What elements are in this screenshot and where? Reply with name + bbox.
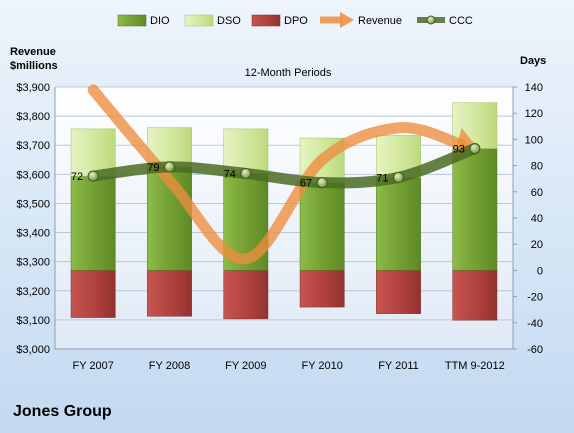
legend-swatch-dso — [184, 14, 214, 27]
ccc-data-label: 79 — [147, 162, 159, 174]
right-tick-label: 20 — [531, 239, 543, 251]
x-tick-label: FY 2011 — [378, 360, 419, 372]
bar-dio — [70, 175, 116, 271]
x-tick-label: FY 2009 — [225, 360, 266, 372]
ccc-data-label: 74 — [224, 168, 236, 180]
right-tick-label: 60 — [531, 187, 543, 199]
right-tick-label: -60 — [527, 344, 543, 356]
ccc-marker — [316, 177, 328, 189]
left-tick-label: $3,400 — [16, 228, 50, 240]
x-axis-ticks: FY 2007 FY 2008 FY 2009 FY 2010 FY 2011 TTM 9… — [72, 360, 504, 372]
left-tick-label: $3,900 — [16, 82, 50, 94]
bar-dso — [70, 128, 116, 177]
legend: DIO DSO DPO Revenue CCC — [117, 12, 473, 28]
right-tick-label: -40 — [527, 318, 543, 330]
left-tick-label: $3,600 — [16, 169, 50, 181]
legend-swatch-dio — [117, 14, 147, 27]
legend-label-dso: DSO — [217, 15, 241, 27]
bar-dio — [299, 182, 345, 271]
x-tick-label: FY 2010 — [301, 360, 342, 372]
bar-dio — [452, 148, 498, 271]
bars — [70, 102, 498, 321]
left-tick-label: $3,700 — [16, 140, 50, 152]
ccc-data-labels: 72 79 74 67 71 93 — [71, 144, 465, 190]
right-tick-label: 80 — [531, 161, 543, 173]
bar-dpo — [376, 270, 421, 314]
left-tick-label: $3,800 — [16, 111, 50, 123]
left-tick-label: $3,100 — [16, 315, 50, 327]
x-tick-label: TTM 9-2012 — [445, 360, 505, 372]
ccc-marker — [164, 161, 175, 173]
gridlines — [55, 86, 513, 350]
right-axis-title: Days — [520, 55, 546, 67]
bar-dso — [223, 128, 269, 174]
right-tick-label: 100 — [525, 134, 543, 146]
right-tick-label: -20 — [527, 292, 543, 304]
chart-title: 12-Month Periods — [245, 67, 332, 79]
legend-arrowhead-revenue — [340, 12, 354, 28]
legend-swatch-dpo — [251, 14, 281, 27]
left-tick-label: $3,300 — [16, 257, 50, 269]
legend-marker-ccc — [426, 15, 436, 25]
bar-dpo — [452, 270, 498, 321]
ccc-line — [87, 143, 481, 189]
ccc-data-label: 71 — [376, 172, 388, 184]
left-axis-title-line2: $millions — [10, 60, 58, 72]
x-tick-label: FY 2007 — [72, 360, 113, 372]
ccc-marker — [87, 170, 99, 182]
right-axis-ticks: -60 -40 -20 0 20 40 60 80 100 120 140 — [513, 82, 543, 356]
bar-dpo — [223, 270, 269, 320]
right-tick-label: 0 — [537, 265, 543, 277]
bar-dpo — [299, 270, 345, 308]
ccc-data-label: 72 — [71, 171, 83, 183]
right-tick-label: 120 — [525, 108, 543, 120]
left-tick-label: $3,500 — [16, 198, 50, 210]
left-axis-ticks: $3,000 $3,100 $3,200 $3,300 $3,400 $3,500 $3,6… — [16, 82, 50, 356]
ccc-marker — [240, 167, 252, 179]
lines — [87, 84, 481, 265]
ccc-data-label: 93 — [453, 144, 465, 156]
right-tick-label: 40 — [531, 213, 543, 225]
left-axis-title-line1: Revenue — [10, 46, 56, 58]
bar-dpo — [147, 270, 192, 317]
ccc-marker — [393, 171, 404, 183]
left-tick-label: $3,000 — [16, 344, 50, 356]
left-tick-label: $3,200 — [16, 286, 50, 298]
legend-label-dio: DIO — [150, 15, 170, 27]
legend-label-dpo: DPO — [284, 15, 308, 27]
bar-dpo — [70, 270, 116, 318]
bar-dio — [376, 177, 421, 271]
x-tick-label: FY 2008 — [149, 360, 190, 372]
legend-label-ccc: CCC — [449, 15, 473, 27]
ccc-marker — [469, 143, 481, 155]
right-tick-label: 140 — [525, 82, 543, 94]
legend-label-revenue: Revenue — [358, 15, 402, 27]
company-name: Jones Group — [13, 403, 112, 420]
ccc-data-label: 67 — [300, 178, 312, 190]
